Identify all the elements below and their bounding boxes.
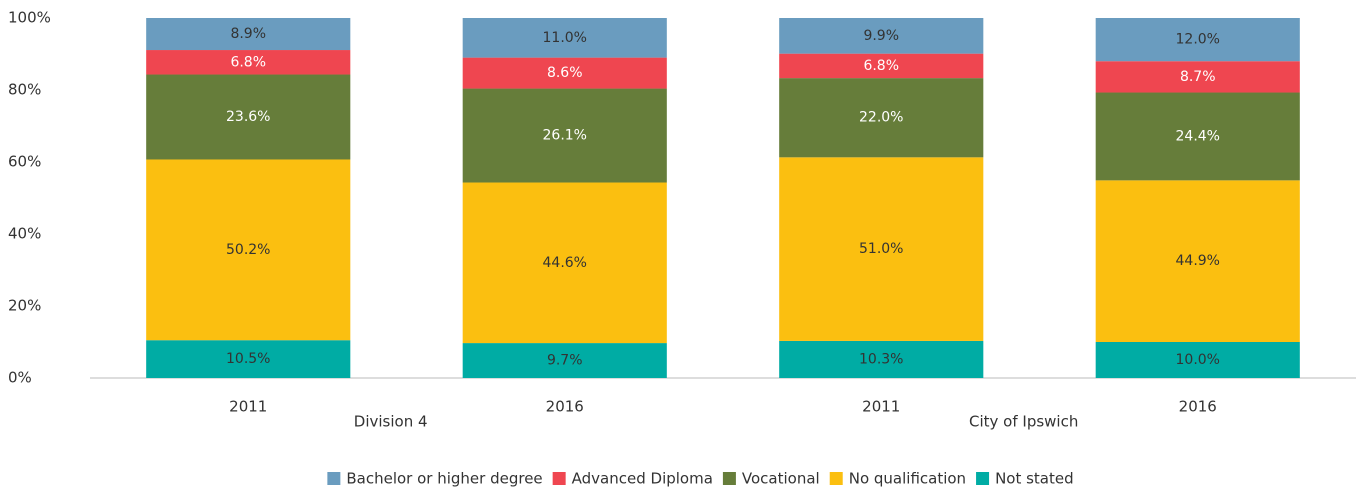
y-tick-label: 40% <box>8 225 41 243</box>
data-label: 22.0% <box>859 110 903 126</box>
data-label: 24.4% <box>1176 128 1220 144</box>
legend-swatch <box>829 472 843 485</box>
data-label: 8.6% <box>547 65 583 81</box>
bar-segment <box>462 182 667 344</box>
data-label: 9.9% <box>863 28 899 44</box>
legend: Bachelor or higher degree Advanced Diplom… <box>327 470 1074 488</box>
x-tick-label: 2011 <box>862 398 900 416</box>
data-label: 12.0% <box>1176 32 1220 48</box>
data-label: 10.3% <box>859 351 903 367</box>
bar-segment <box>462 343 667 378</box>
data-label: 6.8% <box>863 58 899 74</box>
bar-segment <box>779 18 984 54</box>
y-tick-label: 100% <box>8 9 51 27</box>
legend-label: Advanced Diploma <box>572 470 713 488</box>
legend-label: No qualification <box>849 470 966 488</box>
group-label: Division 4 <box>354 413 428 431</box>
legend-label: Bachelor or higher degree <box>346 470 542 488</box>
bar-segment <box>779 340 984 378</box>
data-label: 44.9% <box>1176 253 1220 269</box>
data-label: 44.6% <box>543 255 587 271</box>
data-label: 11.0% <box>543 30 587 46</box>
y-tick-label: 0% <box>8 369 32 387</box>
data-label: 9.7% <box>547 353 583 369</box>
bar-segment <box>779 53 984 79</box>
legend-swatch <box>327 472 341 485</box>
legend-swatch <box>552 472 566 485</box>
y-tick-label: 60% <box>8 153 41 171</box>
data-label: 8.7% <box>1180 69 1216 85</box>
data-label: 26.1% <box>543 128 587 144</box>
bar-segment <box>1095 18 1300 62</box>
data-label: 10.5% <box>226 351 270 367</box>
x-tick-label: 2011 <box>229 398 267 416</box>
group-label: City of Ipswich <box>969 413 1078 431</box>
data-label: 50.2% <box>226 242 270 258</box>
y-tick-label: 80% <box>8 81 41 99</box>
bar-segment <box>462 57 667 89</box>
bar-segment <box>146 340 351 378</box>
data-label: 10.0% <box>1176 352 1220 368</box>
bar-segment <box>146 74 351 160</box>
bar-segment <box>146 50 351 75</box>
bar-segment <box>779 157 984 341</box>
data-label: 6.8% <box>230 54 266 70</box>
x-tick-label: 2016 <box>546 398 584 416</box>
x-tick-label: 2016 <box>1179 398 1217 416</box>
bar-segment <box>462 88 667 183</box>
legend-swatch <box>976 472 990 485</box>
bar-segment <box>1095 180 1300 342</box>
bar-segment <box>146 159 351 341</box>
data-label: 8.9% <box>230 26 266 42</box>
legend-swatch <box>722 472 736 485</box>
bar-segment <box>779 78 984 158</box>
data-label: 51.0% <box>859 241 903 257</box>
data-label: 23.6% <box>226 109 270 125</box>
bar-segment <box>1095 92 1300 181</box>
y-tick-label: 20% <box>8 297 41 315</box>
bar-segment <box>1095 61 1300 93</box>
legend-label: Not stated <box>995 470 1074 488</box>
bar-segment <box>1095 342 1300 378</box>
bar-segment <box>462 18 667 58</box>
legend-label: Vocational <box>742 470 820 488</box>
bar-segment <box>146 18 351 51</box>
